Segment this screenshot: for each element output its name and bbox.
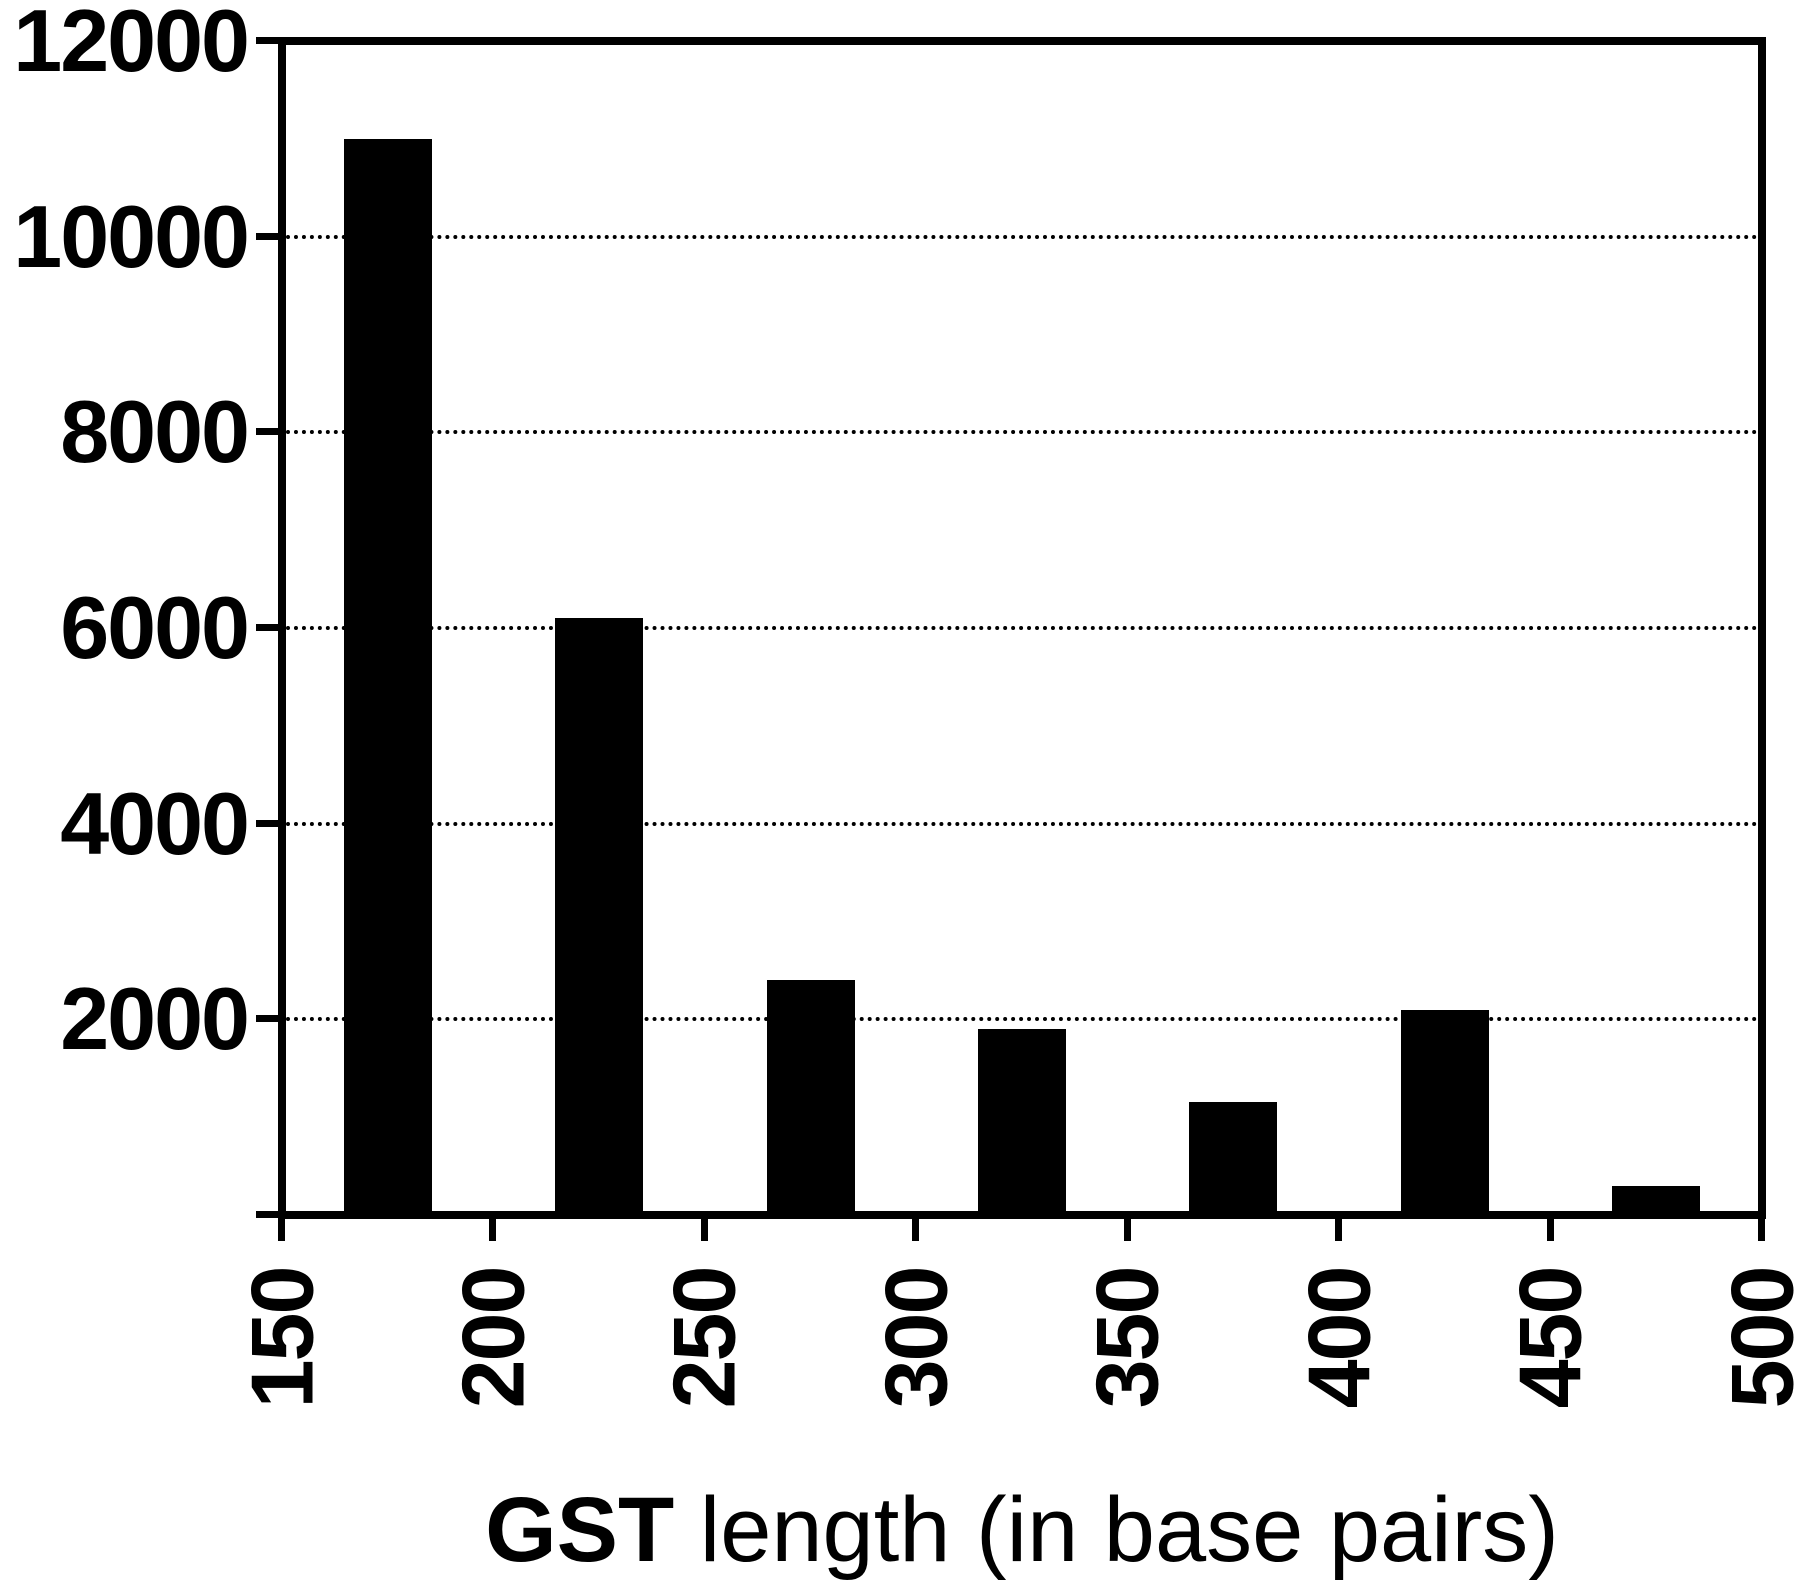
histogram-bar xyxy=(1400,1009,1489,1219)
y-axis-tick-label: 6000 xyxy=(60,578,250,677)
x-axis-tick-label-text: 300 xyxy=(866,1267,966,1409)
x-axis-tick-label: 500 xyxy=(1680,1256,1800,1420)
x-axis-tick xyxy=(1123,1215,1131,1241)
x-axis-title: GST length (in base pairs) xyxy=(282,1465,1762,1591)
y-axis-tick-label: 12000 xyxy=(13,0,250,90)
y-gridline xyxy=(286,626,1758,630)
y-gridline xyxy=(286,1017,1758,1022)
histogram-bar xyxy=(343,138,432,1219)
y-axis-tick xyxy=(256,1211,286,1218)
x-axis-tick-label-text: 350 xyxy=(1077,1267,1177,1409)
y-axis-tick xyxy=(256,819,286,827)
x-axis-tick xyxy=(489,1215,497,1241)
x-axis-tick-label: 450 xyxy=(1469,1256,1633,1420)
histogram-bar xyxy=(555,618,644,1219)
x-axis-tick-label-text: 400 xyxy=(1289,1267,1389,1409)
y-axis-tick xyxy=(256,428,286,436)
y-gridline xyxy=(286,430,1758,435)
histogram-bar xyxy=(766,980,855,1219)
x-axis-tick-label: 350 xyxy=(1046,1256,1210,1420)
x-axis-tick-label: 300 xyxy=(834,1256,998,1420)
y-gridline xyxy=(286,821,1758,826)
x-axis-title-bold-text: GST xyxy=(485,1479,675,1581)
x-axis-tick xyxy=(1758,1215,1765,1241)
histogram-bar xyxy=(1189,1102,1278,1219)
x-axis-tick xyxy=(700,1215,708,1241)
y-axis-tick xyxy=(256,232,286,240)
x-axis-tick xyxy=(1546,1215,1554,1241)
y-axis-tick xyxy=(256,1015,286,1023)
x-axis-tick-label-text: 450 xyxy=(1500,1267,1600,1409)
y-axis-tick-label: 10000 xyxy=(13,186,250,286)
x-axis-title-rest-text: length (in base pairs) xyxy=(674,1479,1559,1581)
y-axis-tick xyxy=(256,624,286,631)
x-axis-tick-label-text: 250 xyxy=(654,1267,754,1409)
y-gridline xyxy=(286,234,1758,239)
y-axis-tick-label: 4000 xyxy=(60,773,250,873)
x-axis-tick-label-text: 500 xyxy=(1711,1267,1800,1409)
x-axis-tick xyxy=(1335,1215,1343,1241)
y-axis-tick-label: 2000 xyxy=(60,969,250,1069)
x-axis-tick-label: 400 xyxy=(1257,1256,1421,1420)
x-axis-tick xyxy=(912,1215,920,1241)
x-axis-tick-label: 150 xyxy=(200,1256,364,1420)
histogram-bar xyxy=(978,1029,1066,1219)
x-axis-tick-label-text: 200 xyxy=(443,1267,543,1409)
x-axis-tick-label: 250 xyxy=(623,1256,787,1420)
y-axis-tick-label: 8000 xyxy=(60,382,250,482)
x-axis-tick-label-text: 150 xyxy=(231,1267,331,1409)
x-axis-tick-label: 200 xyxy=(411,1256,575,1420)
y-axis-tick xyxy=(256,37,286,44)
histogram-bar xyxy=(1612,1185,1701,1219)
x-axis-tick xyxy=(278,1215,285,1241)
